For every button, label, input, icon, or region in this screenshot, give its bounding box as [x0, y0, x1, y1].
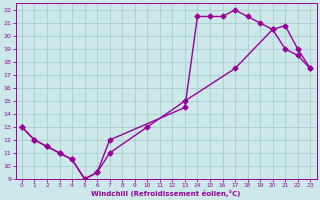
X-axis label: Windchill (Refroidissement éolien,°C): Windchill (Refroidissement éolien,°C): [92, 190, 241, 197]
